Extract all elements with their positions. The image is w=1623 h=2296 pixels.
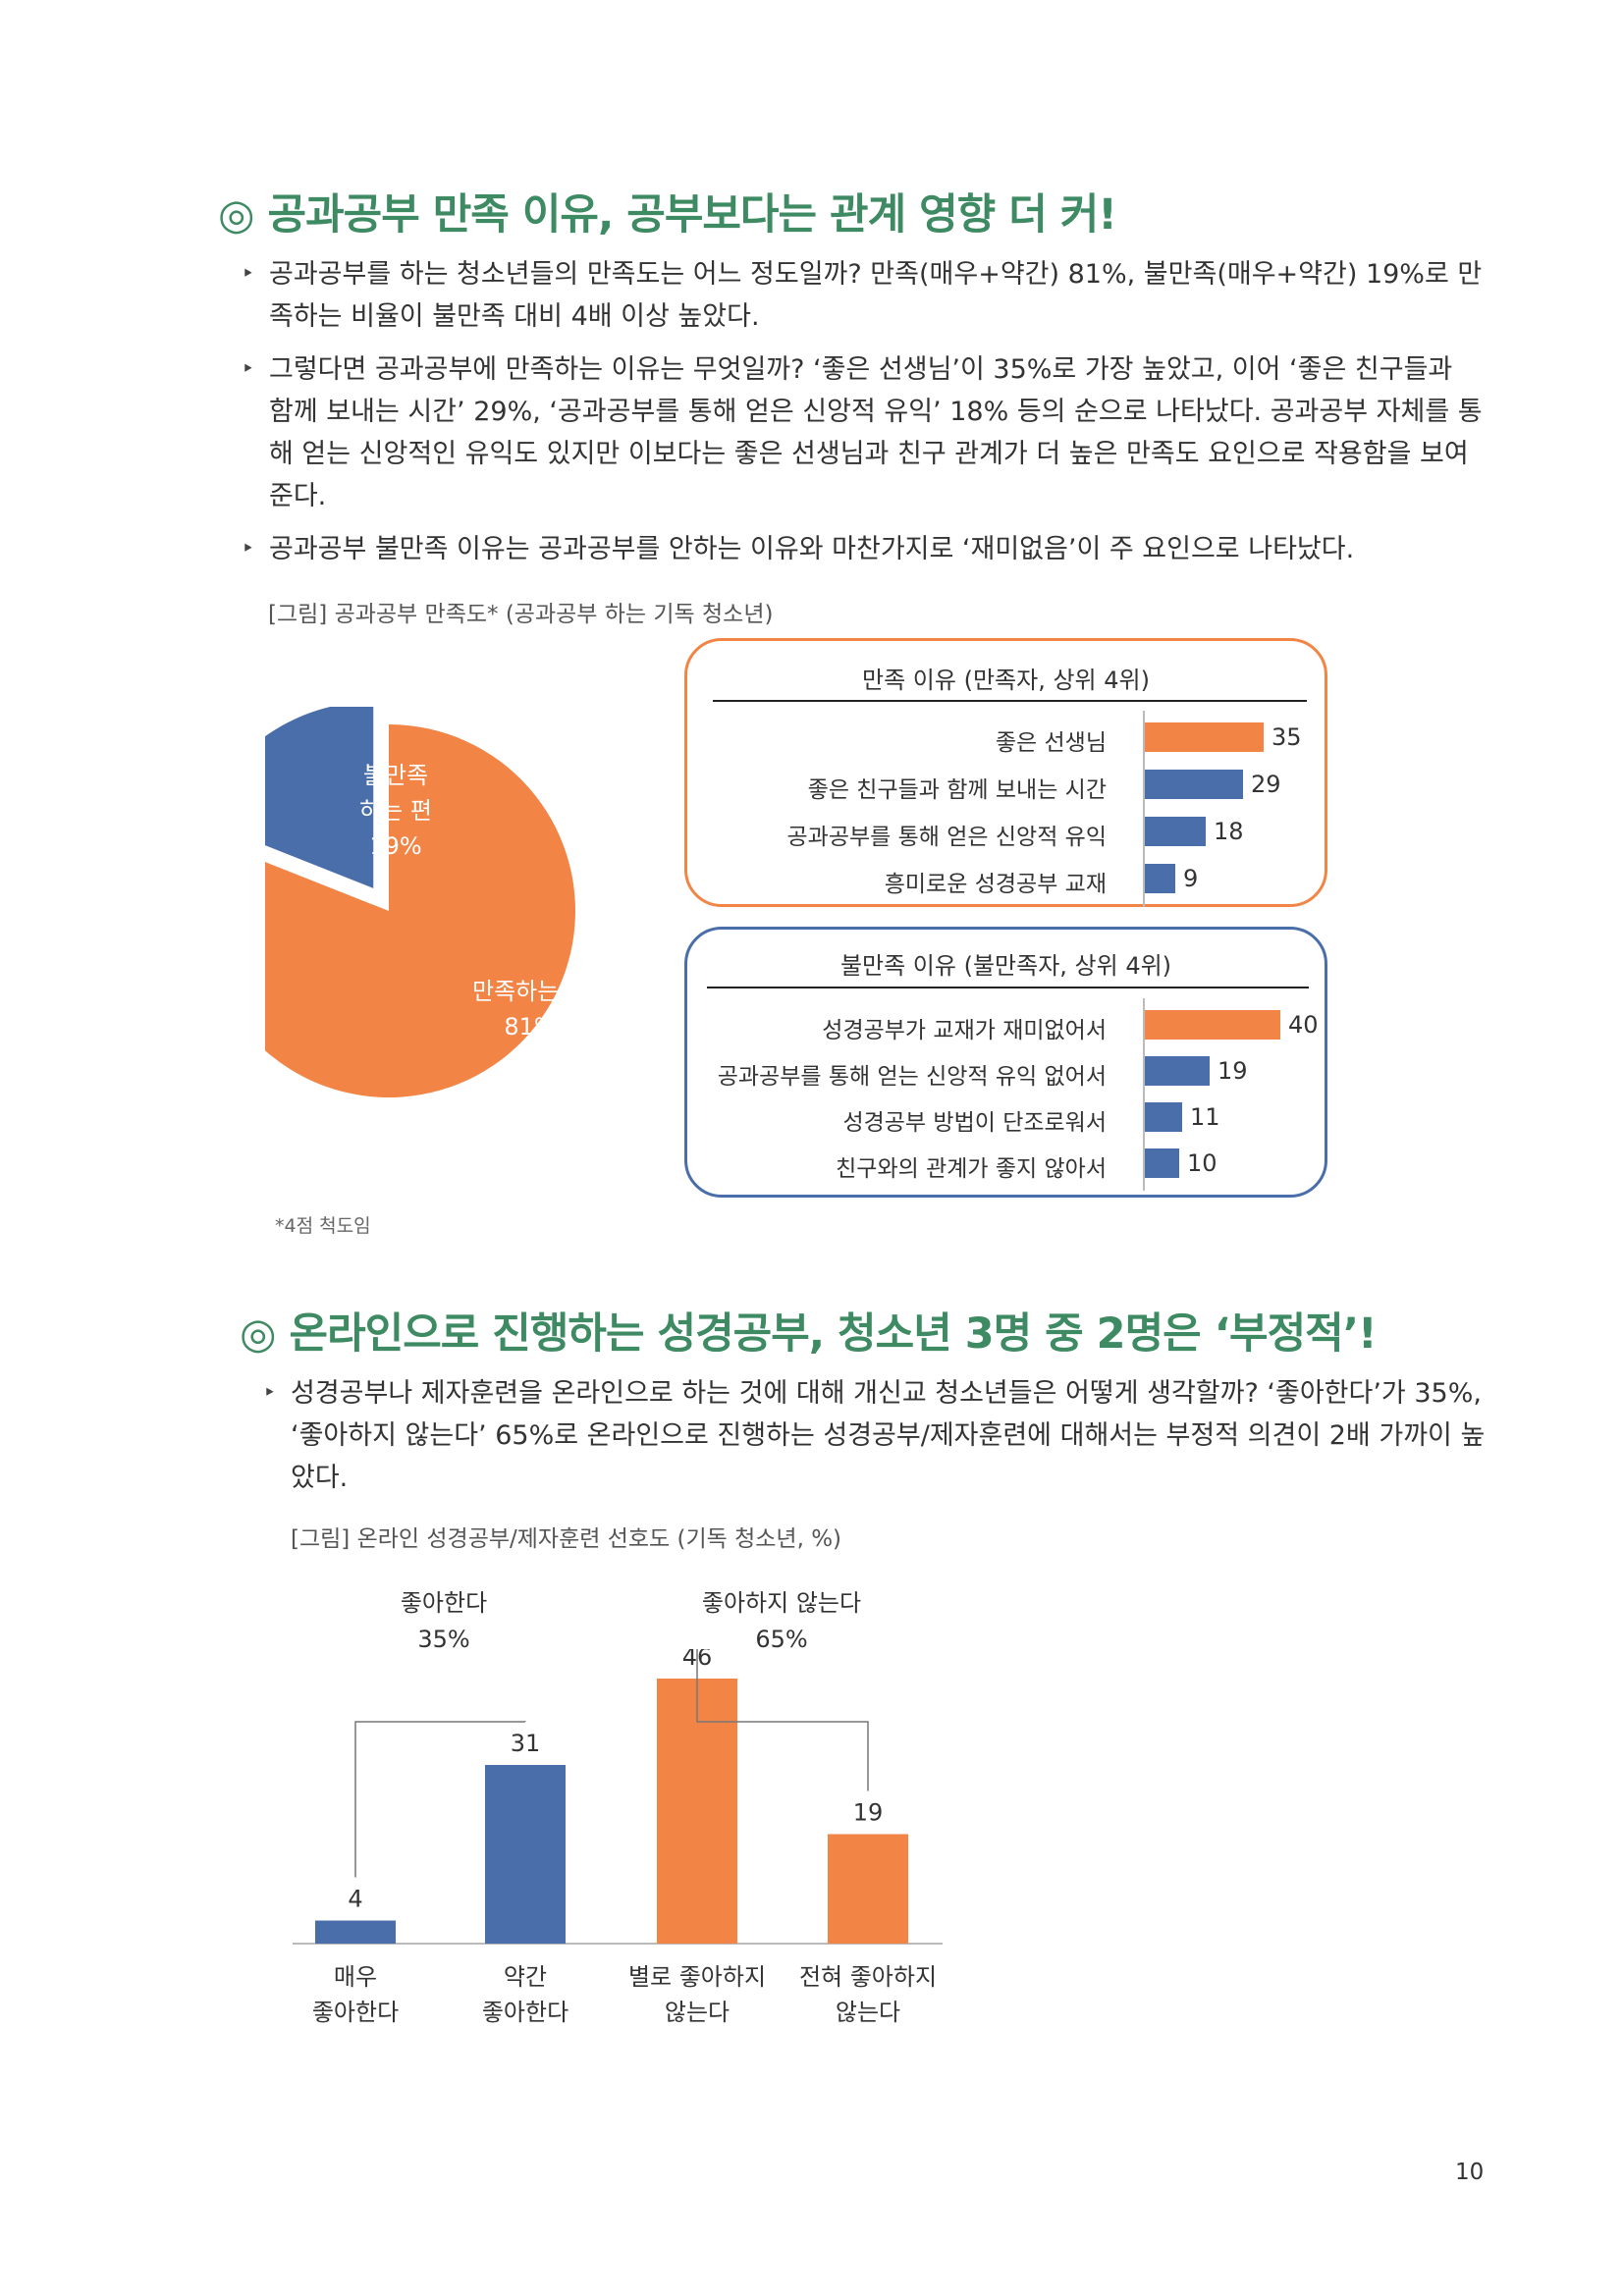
reason-bar: [1145, 770, 1243, 799]
reason-label: 공과공부를 통해 얻는 신앙적 유익 없어서: [717, 1064, 1107, 1090]
section1-bullets: 공과공부를 하는 청소년들의 만족도는 어느 정도일까? 만족(매우+약간) 8…: [242, 253, 1485, 581]
dissatisfaction-reasons-box: 불만족 이유 (불만족자, 상위 4위) 성경공부가 교재가 재미없어서 40 공과…: [684, 927, 1327, 1198]
bullet-item: 성경공부나 제자훈련을 온라인으로 하는 것에 대해 개신교 청소년들은 어떻게…: [263, 1372, 1490, 1499]
category-label-line: 좋아한다: [481, 1999, 569, 2026]
bar-value-label: 4: [348, 1886, 362, 1913]
category-label-line: 전혀 좋아하지: [798, 1963, 938, 1991]
bar-value-label: 19: [853, 1798, 884, 1826]
axis-line: [1143, 998, 1145, 1191]
category-label-line: 매우: [333, 1963, 378, 1991]
title-rule: [707, 987, 1309, 988]
footnote: *4점 척도임: [275, 1215, 371, 1237]
reason-label: 좋은 선생님: [995, 730, 1107, 756]
preference-bar: [485, 1765, 566, 1944]
pie-label-text: 하는 편: [359, 797, 432, 825]
reason-value: 10: [1187, 1149, 1217, 1177]
reason-bar: [1145, 1056, 1210, 1086]
reason-value: 18: [1214, 818, 1244, 845]
reason-bar: [1145, 864, 1175, 893]
reason-bar: [1145, 1148, 1179, 1178]
group-value: 65%: [755, 1626, 808, 1653]
bullet-item: 공과공부 불만족 이유는 공과공부를 안하는 이유와 마찬가지로 ‘재미없음’이…: [242, 528, 1485, 570]
reason-value: 35: [1271, 723, 1302, 751]
reason-bar: [1145, 817, 1206, 846]
reason-label: 성경공부 방법이 단조로워서: [842, 1110, 1107, 1136]
satisfaction-reasons-box: 만족 이유 (만족자, 상위 4위) 좋은 선생님 35 좋은 친구들과 함께 보내…: [684, 638, 1327, 907]
group-label-dislike: 좋아하지 않는다 65%: [664, 1585, 899, 1658]
category-label-line: 않는다: [835, 1999, 901, 2026]
section2-title: 온라인으로 진행하는 성경공부, 청소년 3명 중 2명은 ‘부정적’!: [289, 1309, 1378, 1359]
figure1-caption: [그림] 공과공부 만족도* (공과공부 하는 기독 청소년): [268, 602, 774, 627]
figure2-caption: [그림] 온라인 성경공부/제자훈련 선호도 (기독 청소년, %): [291, 1526, 842, 1552]
group-label: 좋아한다: [400, 1589, 488, 1617]
reason-label: 좋은 친구들과 함께 보내는 시간: [807, 777, 1107, 803]
bar-value-label: 31: [511, 1730, 541, 1757]
reason-bar: [1145, 722, 1264, 752]
group-bracket: [354, 1721, 526, 1878]
bullet-item: 공과공부를 하는 청소년들의 만족도는 어느 정도일까? 만족(매우+약간) 8…: [242, 253, 1485, 338]
pie-label-text: 만족하는 편: [471, 978, 589, 1005]
preference-bar: [315, 1920, 396, 1944]
category-label-line: 약간: [503, 1963, 548, 1991]
category-label-line: 별로 좋아하지: [627, 1963, 767, 1991]
pie-label-dissatisfied: 불만족 하는 편 19%: [332, 758, 460, 864]
dissatisfaction-reasons-title: 불만족 이유 (불만족자, 상위 4위): [839, 952, 1172, 980]
reason-label: 친구와의 관계가 좋지 않아서: [836, 1156, 1107, 1182]
pie-label-text: 불만족: [362, 762, 429, 789]
reason-value: 19: [1217, 1057, 1248, 1085]
pie-value-label: 19%: [369, 832, 422, 860]
pie-slice-dissatisfied: [265, 707, 374, 888]
group-bracket: [696, 1649, 869, 1791]
preference-bar: [828, 1834, 908, 1944]
double-circle-icon: ◎: [240, 1309, 277, 1359]
reason-value: 40: [1288, 1011, 1319, 1039]
group-value: 35%: [417, 1626, 470, 1653]
pie-label-satisfied: 만족하는 편 81%: [447, 974, 614, 1044]
section1-heading: ◎ 공과공부 만족 이유, 공부보다는 관계 영향 더 커!: [218, 181, 1117, 241]
section2-bullets: 성경공부나 제자훈련을 온라인으로 하는 것에 대해 개신교 청소년들은 어떻게…: [263, 1372, 1490, 1510]
category-label-line: 좋아한다: [311, 1999, 400, 2026]
pie-value-label: 81%: [504, 1013, 557, 1041]
bullet-item: 그렇다면 공과공부에 만족하는 이유는 무엇일까? ‘좋은 선생님’이 35%로…: [242, 348, 1485, 517]
title-rule: [713, 700, 1307, 702]
section1-title: 공과공부 만족 이유, 공부보다는 관계 영향 더 커!: [267, 190, 1117, 240]
group-label-like: 좋아한다 35%: [326, 1585, 562, 1658]
page-number: 10: [1455, 2160, 1485, 2185]
satisfaction-pie-chart: [265, 707, 575, 1097]
reason-bar: [1145, 1010, 1280, 1040]
section2-heading: ◎ 온라인으로 진행하는 성경공부, 청소년 3명 중 2명은 ‘부정적’!: [240, 1300, 1378, 1361]
category-label-line: 않는다: [664, 1999, 730, 2026]
reason-value: 11: [1190, 1103, 1220, 1131]
axis-line: [1143, 711, 1145, 907]
reason-label: 공과공부를 통해 얻은 신앙적 유익: [786, 825, 1107, 850]
reason-label: 성경공부가 교재가 재미없어서: [822, 1018, 1107, 1043]
preference-bar: [657, 1678, 737, 1944]
reason-value: 9: [1183, 865, 1199, 892]
satisfaction-reasons-title: 만족 이유 (만족자, 상위 4위): [862, 667, 1150, 694]
pie-slice-satisfied: [265, 724, 575, 1097]
reason-label: 흥미로운 성경공부 교재: [884, 872, 1107, 897]
reason-value: 29: [1251, 771, 1281, 798]
group-label: 좋아하지 않는다: [701, 1589, 862, 1617]
double-circle-icon: ◎: [218, 190, 255, 240]
reason-bar: [1145, 1102, 1182, 1132]
